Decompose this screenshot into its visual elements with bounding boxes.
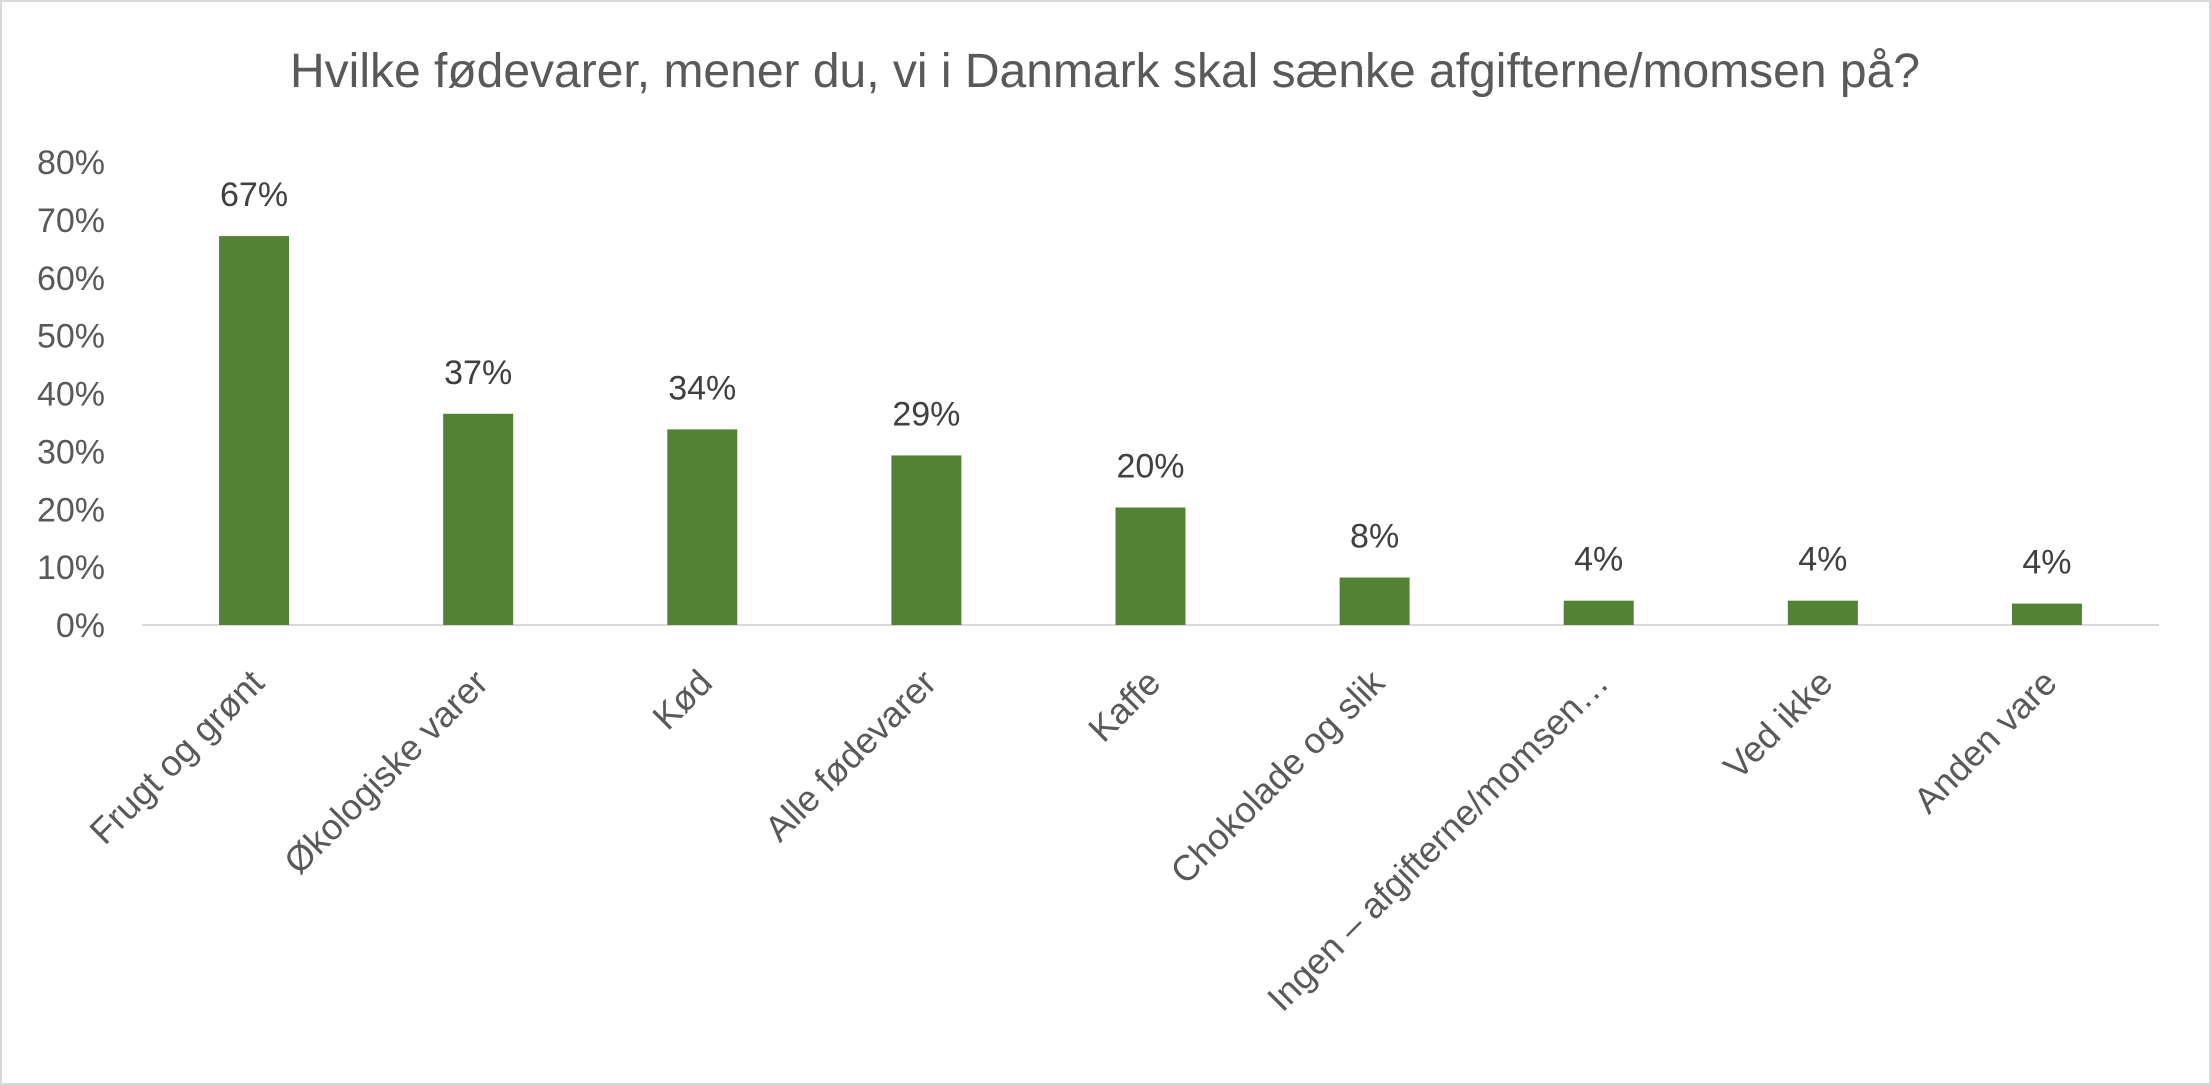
- data-label: 34%: [668, 369, 736, 407]
- bar: [1787, 600, 1858, 625]
- y-tick-label: 10%: [37, 549, 105, 587]
- y-axis-ticks: 0% 10% 20% 30% 40% 50% 60% 70% 80%: [37, 144, 105, 645]
- bar: [2011, 603, 2082, 625]
- data-label: 20%: [1116, 448, 1184, 486]
- bars-group: [219, 236, 2082, 625]
- y-tick-label: 40%: [37, 376, 105, 414]
- bar: [667, 429, 738, 625]
- y-tick-label: 50%: [37, 318, 105, 356]
- data-label: 29%: [892, 395, 960, 433]
- category-label: Chokolade og slik: [1162, 661, 1393, 892]
- category-label: Kaffe: [1080, 662, 1168, 750]
- y-tick-label: 60%: [37, 260, 105, 298]
- data-label: 4%: [2022, 544, 2071, 582]
- data-label: 67%: [220, 176, 288, 214]
- category-label: Alle fødevarer: [757, 662, 944, 849]
- bar: [1339, 577, 1410, 625]
- bar: [219, 236, 290, 625]
- bar: [1115, 507, 1186, 625]
- data-label: 4%: [1798, 541, 1847, 579]
- chart-title: Hvilke fødevarer, mener du, vi i Danmark…: [290, 45, 1920, 98]
- category-labels-group: Frugt og grønt Økologiske varer Kød Alle fø…: [81, 661, 2064, 1019]
- data-labels-group: 67% 37% 34% 29% 20% 8% 4% 4% 4%: [220, 176, 2071, 582]
- y-tick-label: 70%: [37, 202, 105, 240]
- y-tick-label: 80%: [37, 144, 105, 182]
- data-label: 8%: [1350, 518, 1399, 556]
- y-tick-label: 30%: [37, 433, 105, 471]
- y-tick-label: 20%: [37, 491, 105, 529]
- category-label: Anden vare: [1905, 662, 2064, 821]
- data-label: 37%: [444, 354, 512, 392]
- category-label: Ved ikke: [1715, 662, 1840, 787]
- data-label: 4%: [1574, 541, 1623, 579]
- bar: [443, 413, 514, 625]
- category-label: Frugt og grønt: [81, 662, 271, 852]
- category-label: Kød: [644, 662, 720, 738]
- bar: [891, 455, 962, 625]
- bar: [1563, 600, 1634, 625]
- y-tick-label: 0%: [56, 607, 105, 645]
- category-label: Økologiske varer: [276, 662, 496, 882]
